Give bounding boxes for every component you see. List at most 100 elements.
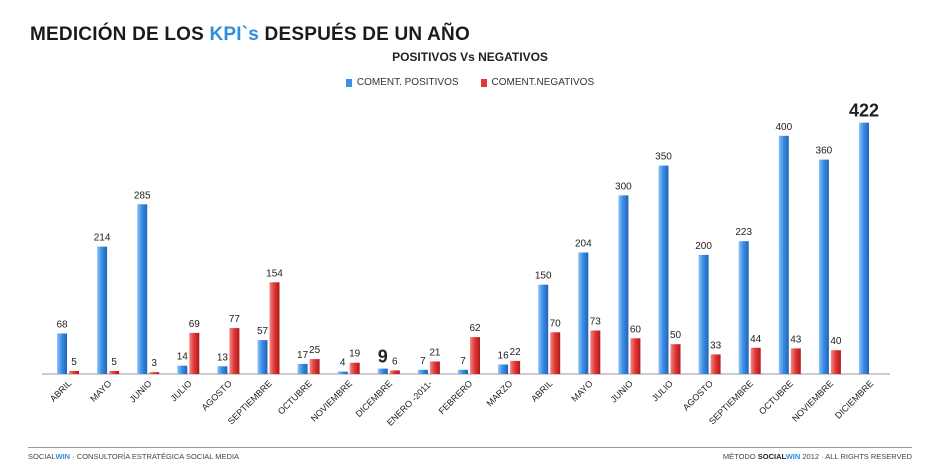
value-label-positive-20: 422 (849, 101, 879, 121)
value-label-positive-11: 16 (498, 351, 510, 362)
bar-positive-12 (538, 284, 549, 374)
x-tick-label-6: OCTUBRE (276, 378, 314, 416)
chart-legend: COMENT. POSITIVOS COMENT.NEGATIVOS (0, 77, 940, 88)
value-label-positive-12: 150 (535, 271, 552, 282)
bar-positive-13 (578, 252, 589, 374)
value-label-positive-17: 223 (735, 227, 752, 238)
value-label-positive-10: 7 (460, 356, 466, 367)
footer-left-accent: WIN (55, 452, 71, 461)
value-label-negative-3: 69 (189, 319, 201, 330)
bar-negative-0 (69, 371, 79, 374)
bar-positive-6 (297, 363, 308, 374)
footer-left-rest: · CONSULTORÍA ESTRATÉGICA SOCIAL MEDIA (70, 452, 240, 461)
value-label-positive-16: 200 (695, 241, 712, 252)
value-label-positive-13: 204 (575, 239, 592, 250)
x-tick-label-18: OCTUBRE (757, 378, 795, 416)
bar-positive-9 (417, 369, 428, 374)
footer-right-rest: 2012 · ALL RIGHTS RESERVED (800, 452, 912, 461)
legend-label-positive: COMENT. POSITIVOS (356, 77, 459, 88)
x-tick-label-1: MAYO (88, 378, 113, 403)
value-label-negative-16: 33 (710, 340, 722, 351)
bar-positive-5 (257, 340, 268, 374)
x-tick-label-4: AGOSTO (200, 378, 234, 412)
bar-negative-19 (830, 350, 841, 374)
x-tick-label-3: JULIO (169, 378, 194, 403)
value-label-positive-6: 17 (297, 350, 309, 361)
value-label-negative-0: 5 (71, 357, 77, 368)
x-tick-label-13: MAYO (569, 378, 594, 403)
bar-positive-17 (738, 241, 749, 374)
bar-positive-14 (618, 195, 629, 374)
x-tick-label-7: NOVIEMBRE (309, 378, 354, 423)
bars-group (42, 122, 890, 375)
value-label-negative-19: 40 (830, 336, 842, 347)
bar-positive-1 (97, 246, 108, 374)
bar-negative-9 (429, 361, 440, 374)
x-tick-label-19: NOVIEMBRE (790, 378, 835, 423)
page-title-part1: MEDICIÓN DE LOS (30, 24, 210, 45)
x-tick-label-8: DICEMBRE (354, 378, 395, 419)
value-label-negative-15: 50 (670, 330, 682, 341)
value-label-positive-18: 400 (775, 122, 792, 133)
legend-swatch-positive (345, 78, 352, 87)
bar-negative-3 (189, 332, 200, 374)
bar-positive-20 (859, 122, 869, 374)
bar-positive-3 (177, 365, 188, 374)
bar-positive-16 (698, 254, 709, 374)
value-label-negative-10: 62 (469, 323, 481, 334)
bar-negative-5 (269, 282, 280, 374)
value-label-negative-18: 43 (790, 334, 802, 345)
footer-left: SOCIALWIN · CONSULTORÍA ESTRATÉGICA SOCI… (28, 452, 239, 461)
value-label-positive-14: 300 (615, 181, 632, 192)
x-tick-label-10: FEBRERO (437, 378, 475, 416)
bar-negative-15 (670, 344, 681, 374)
page-title-part2: DESPUÉS DE UN AÑO (259, 24, 470, 45)
bar-positive-7 (337, 371, 348, 374)
x-tick-label-20: DICIEMBRE (833, 378, 875, 420)
value-label-positive-2: 285 (134, 190, 151, 201)
x-tick-label-12: ABRIL (529, 378, 554, 403)
page-title-accent: KPI`s (209, 24, 260, 45)
bar-positive-0 (57, 333, 67, 374)
footer-right: MÉTODO SOCIALWIN 2012 · ALL RIGHTS RESER… (723, 452, 912, 461)
value-label-positive-19: 360 (816, 146, 833, 157)
value-label-negative-9: 21 (429, 348, 441, 359)
bar-negative-1 (109, 371, 120, 374)
chart-title: POSITIVOS Vs NEGATIVOS (392, 50, 548, 64)
bar-negative-16 (710, 354, 721, 374)
value-label-negative-5: 154 (266, 268, 283, 279)
value-label-negative-14: 60 (630, 324, 642, 335)
value-label-positive-15: 350 (655, 152, 672, 163)
value-label-negative-13: 73 (590, 317, 602, 328)
value-label-positive-4: 13 (217, 352, 229, 363)
value-label-negative-4: 77 (229, 314, 241, 325)
value-label-negative-7: 19 (349, 349, 361, 360)
bar-negative-10 (470, 337, 480, 374)
bar-negative-14 (630, 338, 641, 374)
value-label-negative-6: 25 (309, 345, 321, 356)
x-tick-label-0: ABRIL (48, 378, 73, 403)
value-label-positive-1: 214 (94, 233, 111, 244)
bar-negative-11 (510, 360, 521, 374)
bar-positive-15 (658, 165, 669, 374)
bar-negative-13 (590, 330, 601, 374)
bar-positive-2 (137, 204, 148, 374)
value-label-negative-1: 5 (111, 357, 117, 368)
bar-negative-7 (349, 362, 360, 374)
bar-negative-12 (550, 332, 561, 374)
legend-label-negative: COMENT.NEGATIVOS (491, 77, 595, 88)
bar-negative-6 (309, 359, 320, 374)
legend-item-positive: COMENT. POSITIVOS (345, 77, 459, 88)
value-label-negative-8: 6 (392, 356, 398, 367)
footer-right-prefix: MÉTODO (722, 452, 758, 461)
x-tick-label-14: JUNIO (609, 378, 635, 404)
bar-negative-8 (389, 370, 400, 374)
bar-negative-17 (750, 347, 761, 374)
x-tick-label-11: MARZO (484, 378, 514, 408)
footer-left-prefix: SOCIAL (28, 452, 56, 461)
value-label-negative-11: 22 (510, 347, 522, 358)
legend-swatch-negative (480, 78, 487, 87)
bar-negative-18 (790, 348, 801, 374)
bar-positive-4 (217, 366, 228, 374)
